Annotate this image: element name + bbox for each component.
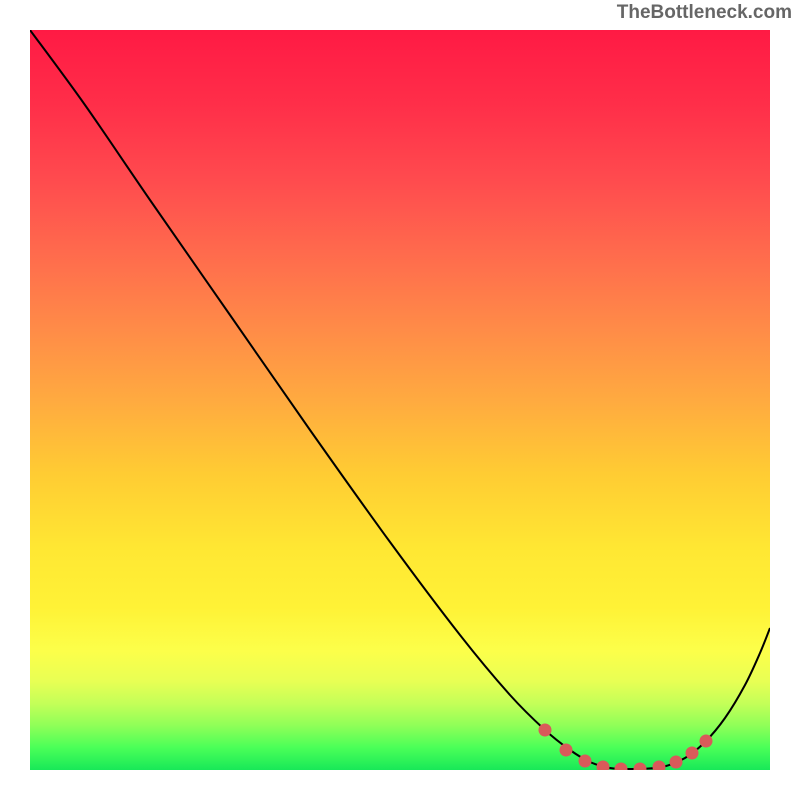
optimal-marker (670, 756, 683, 769)
chart-plot-area (30, 30, 770, 770)
optimal-marker (597, 761, 610, 771)
optimal-marker (634, 763, 647, 771)
optimal-marker (686, 747, 699, 760)
optimal-marker (579, 755, 592, 768)
optimal-marker (700, 735, 713, 748)
optimal-marker (560, 744, 573, 757)
optimal-marker (539, 724, 552, 737)
optimal-marker (615, 763, 628, 771)
optimal-marker (653, 761, 666, 771)
watermark-text: TheBottleneck.com (617, 2, 792, 24)
bottleneck-curve (30, 30, 770, 770)
